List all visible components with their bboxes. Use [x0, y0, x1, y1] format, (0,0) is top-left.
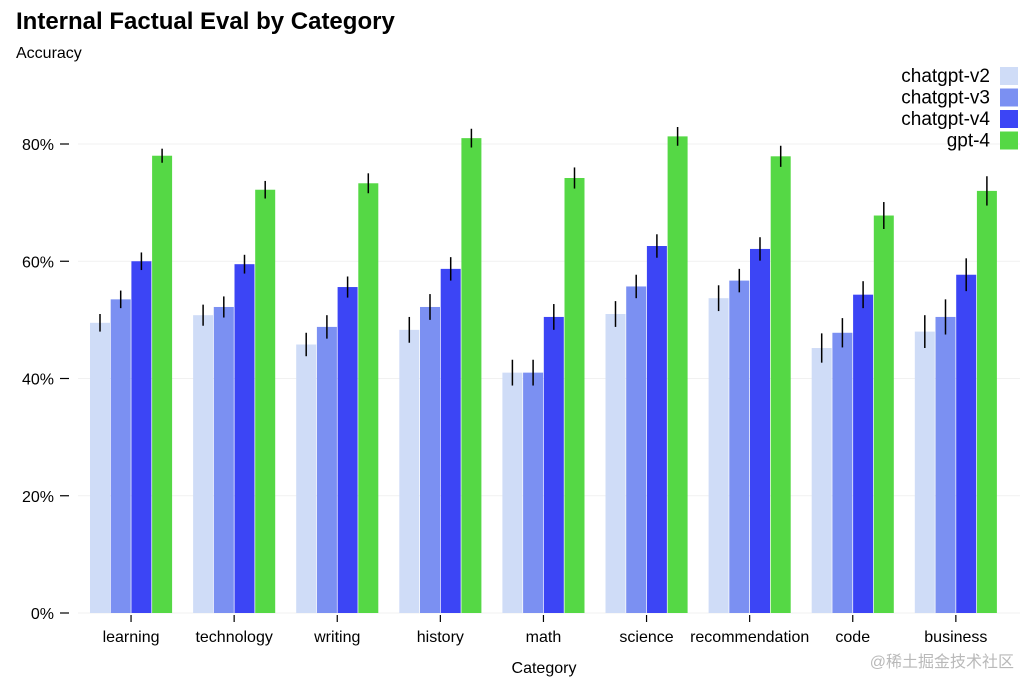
bar-chatgpt-v3: [832, 332, 853, 613]
x-axis-label: Category: [511, 660, 577, 677]
bar-gpt-4: [667, 136, 688, 613]
bar-chatgpt-v2: [296, 344, 317, 613]
bar-gpt-4: [358, 183, 379, 613]
error-bars: [99, 126, 988, 386]
bar-chatgpt-v3: [213, 306, 234, 613]
x-tick-label: code: [835, 629, 870, 646]
y-axis-label: Accuracy: [16, 45, 82, 62]
bars: [90, 136, 997, 614]
y-tick-label: 0%: [31, 606, 54, 623]
bar-chatgpt-v2: [502, 372, 523, 613]
legend-label: chatgpt-v3: [901, 88, 990, 109]
bar-chatgpt-v4: [440, 268, 461, 613]
bar-chatgpt-v4: [234, 264, 255, 613]
bar-chatgpt-v2: [914, 331, 935, 613]
bar-gpt-4: [564, 178, 585, 613]
legend-label: chatgpt-v4: [901, 109, 990, 130]
bar-chatgpt-v3: [626, 286, 647, 613]
y-axis: 0% 20% 40% 60% 80%: [22, 137, 69, 623]
x-tick-label: writing: [313, 629, 360, 646]
x-tick-label: history: [417, 629, 464, 646]
bar-gpt-4: [770, 156, 791, 613]
x-tick-label: business: [924, 629, 987, 646]
bar-chatgpt-v4: [750, 248, 770, 613]
bar-gpt-4: [976, 190, 997, 613]
y-tick-label: 20%: [22, 489, 54, 506]
bar-chatgpt-v4: [131, 261, 152, 613]
bar-chatgpt-v4: [956, 274, 977, 613]
legend-label: gpt-4: [947, 131, 991, 152]
legend-label: chatgpt-v2: [901, 66, 990, 87]
bar-chatgpt-v3: [523, 372, 544, 613]
x-tick-label: technology: [195, 629, 272, 646]
y-tick-label: 60%: [22, 254, 54, 271]
x-tick-label: recommendation: [690, 629, 809, 646]
x-tick-label: learning: [103, 629, 160, 646]
watermark: @稀土掘金技术社区: [869, 654, 1014, 671]
bar-chatgpt-v2: [90, 322, 110, 613]
bar-gpt-4: [255, 189, 276, 614]
x-tick-label: math: [526, 629, 562, 646]
bar-chatgpt-v3: [935, 316, 956, 613]
legend-swatch-chatgpt-v4: [1000, 110, 1018, 128]
bar-chatgpt-v4: [853, 294, 874, 613]
x-tick-label: science: [619, 629, 673, 646]
y-tick-label: 40%: [22, 372, 54, 389]
y-tick-label: 80%: [22, 137, 54, 154]
bar-chatgpt-v3: [729, 280, 750, 613]
bar-chatgpt-v4: [337, 287, 358, 613]
bar-chatgpt-v2: [193, 315, 214, 613]
legend-swatch-gpt-4: [1000, 131, 1018, 150]
bar-chatgpt-v3: [420, 306, 440, 613]
bar-chatgpt-v4: [646, 246, 667, 613]
x-axis: learning technology writing history math scie…: [103, 615, 987, 646]
bar-chatgpt-v2: [399, 329, 420, 613]
bar-chatgpt-v2: [708, 298, 729, 613]
legend-swatch-chatgpt-v3: [1000, 88, 1018, 107]
legend-swatch-chatgpt-v2: [1000, 67, 1018, 85]
bar-chatgpt-v2: [811, 348, 832, 613]
chart-title: Internal Factual Eval by Category: [16, 8, 395, 35]
bar-gpt-4: [873, 215, 894, 613]
bar-chatgpt-v3: [110, 299, 131, 613]
bar-chatgpt-v4: [543, 316, 564, 613]
bar-gpt-4: [461, 138, 482, 613]
bar-chatgpt-v3: [316, 326, 337, 613]
bar-gpt-4: [152, 155, 173, 613]
bar-chatgpt-v2: [605, 314, 626, 613]
